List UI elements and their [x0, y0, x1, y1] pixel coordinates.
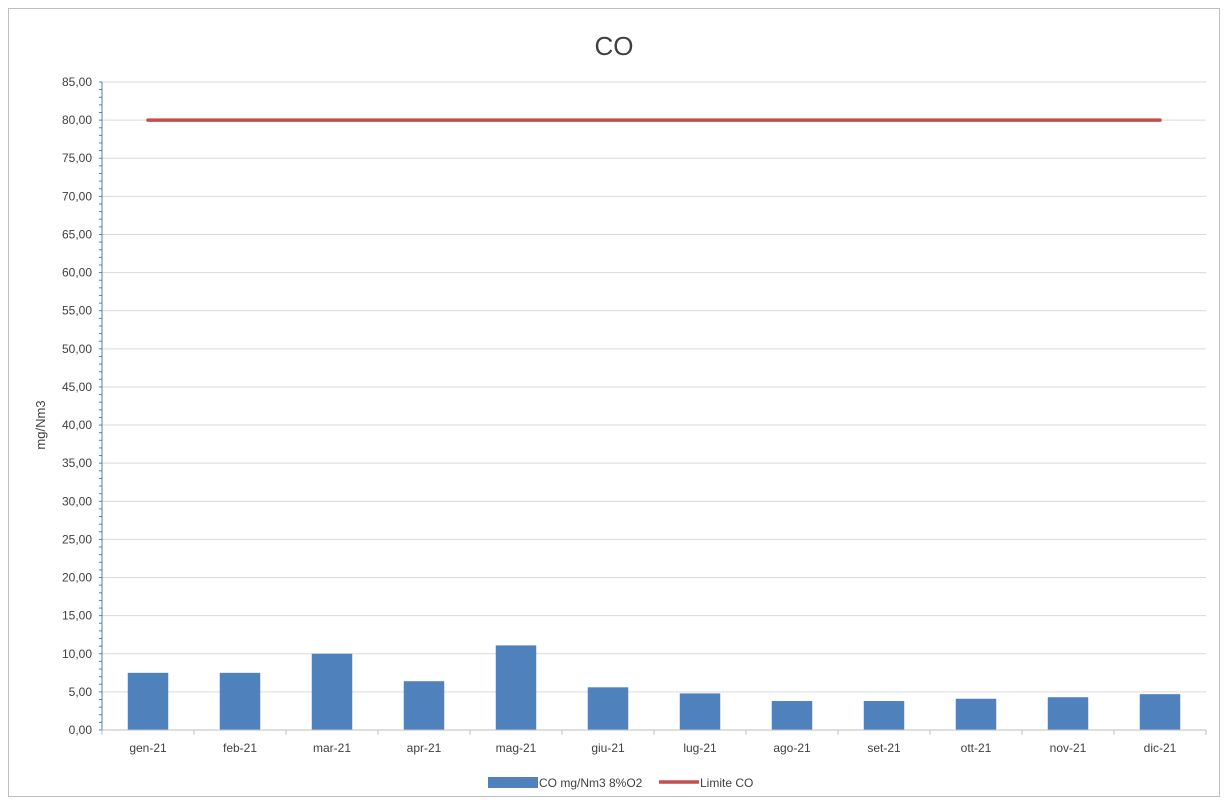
y-tick-label: 80,00	[62, 113, 92, 127]
bar-series	[127, 645, 1181, 730]
x-tick-label: ott-21	[961, 741, 992, 755]
x-tick-label: lug-21	[683, 741, 717, 755]
x-tick-label: ago-21	[773, 741, 811, 755]
x-tick-label: giu-21	[591, 741, 625, 755]
y-tick-label: 45,00	[62, 380, 92, 394]
y-tick-label: 10,00	[62, 647, 92, 661]
bar	[495, 645, 537, 730]
legend-line-label: Limite CO	[700, 776, 753, 790]
y-tick-label: 35,00	[62, 456, 92, 470]
bar	[1047, 697, 1089, 730]
y-axis-title: mg/Nm3	[33, 400, 48, 449]
y-tick-label: 40,00	[62, 418, 92, 432]
y-tick-label: 70,00	[62, 189, 92, 203]
x-tick-label: dic-21	[1144, 741, 1177, 755]
x-tick-label: set-21	[867, 741, 901, 755]
chart-frame	[8, 8, 1220, 797]
x-tick-label: feb-21	[223, 741, 257, 755]
y-tick-label: 0,00	[69, 723, 93, 737]
y-tick-label: 75,00	[62, 151, 92, 165]
legend: CO mg/Nm3 8%O2 Limite CO	[488, 776, 753, 790]
gridlines	[102, 81, 1206, 693]
y-tick-label: 5,00	[69, 685, 93, 699]
y-tick-label: 25,00	[62, 532, 92, 546]
y-tick-labels: 0,00 5,00 10,00 15,00 20,00 25,00 30,00 35,00 40…	[62, 75, 92, 737]
bar	[127, 672, 169, 730]
y-tick-label: 20,00	[62, 571, 92, 585]
bar	[1139, 694, 1181, 730]
chart-title: CO	[595, 31, 634, 61]
legend-bar-label: CO mg/Nm3 8%O2	[539, 776, 643, 790]
y-tick-label: 85,00	[62, 75, 92, 89]
bar	[587, 687, 629, 730]
y-tick-label: 65,00	[62, 227, 92, 241]
bar	[771, 701, 813, 730]
bar	[679, 693, 721, 730]
bar	[403, 681, 445, 730]
bar	[863, 701, 905, 730]
axes	[99, 81, 1207, 735]
y-tick-label: 55,00	[62, 304, 92, 318]
y-tick-label: 60,00	[62, 266, 92, 280]
y-tick-label: 30,00	[62, 494, 92, 508]
bar	[219, 672, 261, 730]
y-tick-label: 15,00	[62, 609, 92, 623]
bar	[955, 698, 997, 730]
x-tick-label: apr-21	[407, 741, 442, 755]
legend-bar-swatch	[488, 777, 538, 788]
bar	[311, 653, 353, 730]
y-tick-label: 50,00	[62, 342, 92, 356]
x-tick-label: mar-21	[313, 741, 351, 755]
x-tick-label: gen-21	[129, 741, 167, 755]
x-tick-label: mag-21	[496, 741, 537, 755]
x-tick-label: nov-21	[1050, 741, 1087, 755]
x-tick-labels: gen-21 feb-21 mar-21 apr-21 mag-21 giu-21 lug-…	[129, 741, 1176, 755]
